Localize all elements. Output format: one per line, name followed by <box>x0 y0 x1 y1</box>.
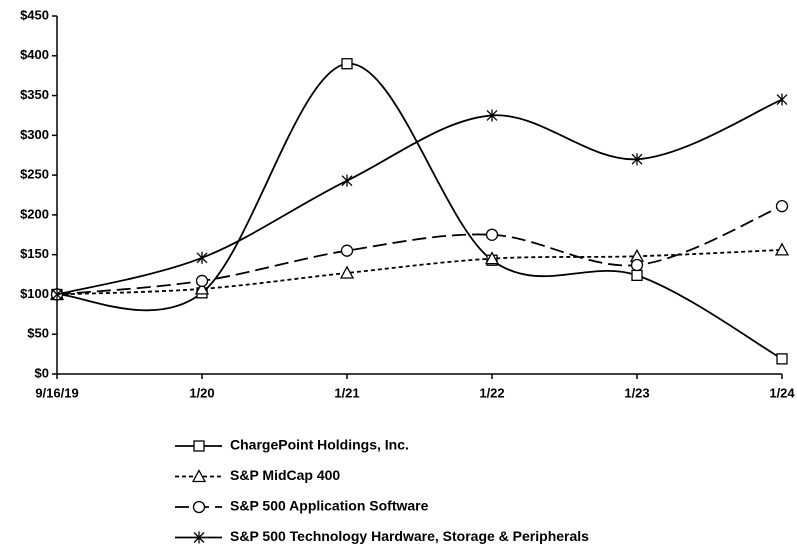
point-marker <box>339 265 355 279</box>
point-marker <box>775 199 789 213</box>
y-tick-label: $250 <box>20 167 49 182</box>
x-tick-label: 1/20 <box>189 385 214 400</box>
legend-label: ChargePoint Holdings, Inc. <box>230 437 409 453</box>
y-tick-label: $350 <box>20 87 49 102</box>
point-marker <box>630 258 644 272</box>
point-marker <box>776 353 788 365</box>
series-line <box>56 98 783 296</box>
point-marker <box>776 93 788 106</box>
point-marker <box>341 174 353 187</box>
y-tick-label: $450 <box>20 7 49 22</box>
legend-label: S&P MidCap 400 <box>230 467 340 483</box>
y-tick-label: $100 <box>20 286 49 301</box>
point-marker <box>486 109 498 122</box>
y-tick-label: $300 <box>20 127 49 142</box>
legend-label: S&P 500 Technology Hardware, Storage & P… <box>230 528 589 544</box>
x-tick-label: 1/24 <box>769 385 795 400</box>
point-marker <box>341 58 353 70</box>
x-tick-label: 9/16/19 <box>35 385 78 400</box>
x-tick-label: 1/21 <box>334 385 359 400</box>
point-marker <box>195 274 209 288</box>
series-line <box>56 62 783 360</box>
point-marker <box>631 269 643 282</box>
point-marker <box>51 288 63 301</box>
x-tick-label: 1/22 <box>479 385 504 400</box>
y-tick-label: $400 <box>20 47 49 62</box>
y-tick-label: $0 <box>35 365 49 380</box>
y-tick-label: $150 <box>20 246 49 261</box>
y-tick-label: $50 <box>27 326 49 341</box>
point-marker <box>631 153 643 166</box>
point-marker <box>774 242 790 256</box>
legend-marker <box>193 440 205 452</box>
series-line <box>56 205 783 296</box>
y-tick-label: $200 <box>20 206 49 221</box>
legend-label: S&P 500 Application Software <box>230 498 429 514</box>
legend-marker <box>193 531 205 544</box>
series-line <box>56 248 783 296</box>
point-marker <box>340 244 354 257</box>
legend-marker <box>191 469 207 483</box>
x-tick-label: 1/23 <box>624 385 649 400</box>
legend-marker <box>192 500 206 514</box>
point-marker <box>196 251 208 264</box>
point-marker <box>194 281 210 295</box>
point-marker <box>484 251 500 265</box>
point-marker <box>485 228 499 241</box>
